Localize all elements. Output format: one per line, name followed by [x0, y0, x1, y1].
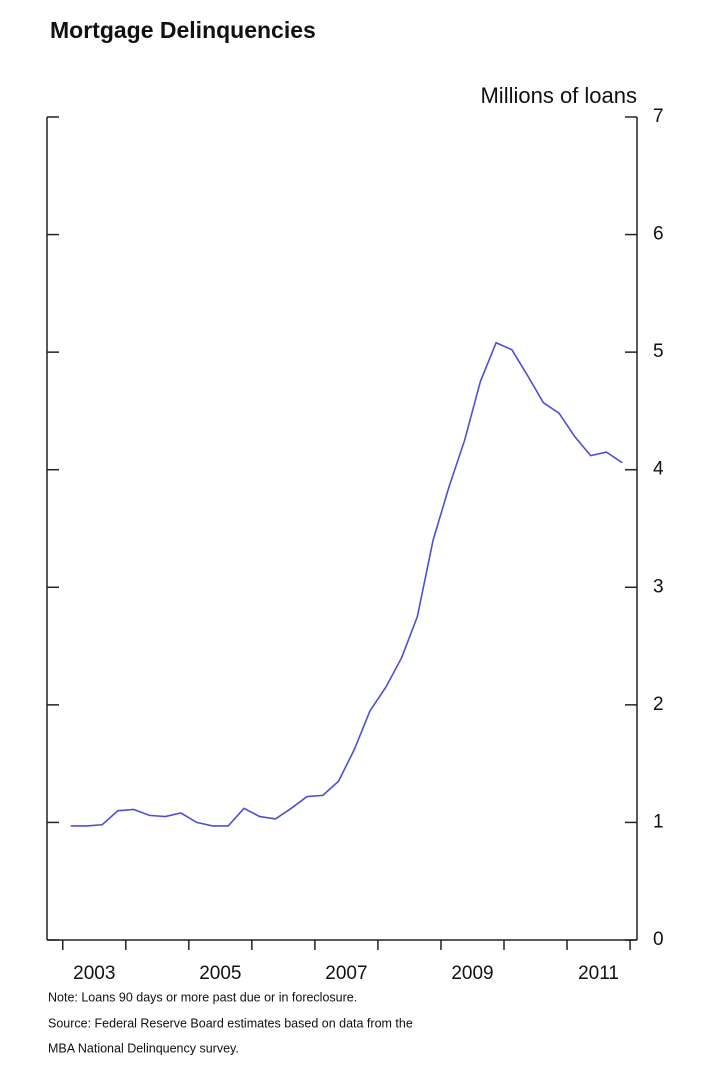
note: Source: Federal Reserve Board estimates … [48, 1016, 413, 1030]
note: Note: Loans 90 days or more past due or … [48, 990, 357, 1004]
y-tick-label: 7 [653, 106, 664, 127]
note: MBA National Delinquency survey. [48, 1041, 239, 1055]
y-tick-label: 5 [653, 341, 664, 362]
chart-title: Mortgage Delinquencies [50, 17, 316, 43]
x-tick-label: 2005 [199, 963, 241, 984]
y-tick-label: 1 [653, 811, 664, 832]
y-tick-label: 2 [653, 694, 664, 715]
x-tick-label: 2007 [325, 963, 367, 984]
y-tick-label: 0 [653, 929, 664, 950]
x-tick-label: 2011 [578, 963, 619, 984]
y-tick-label: 6 [653, 224, 664, 245]
data-line [70, 341, 623, 827]
x-tick-label: 2009 [451, 963, 493, 984]
y-tick-label: 3 [653, 576, 664, 597]
y-tick-label: 4 [653, 459, 664, 480]
y-axis-label: Millions of loans [480, 83, 637, 108]
x-tick-label: 2003 [73, 963, 115, 984]
